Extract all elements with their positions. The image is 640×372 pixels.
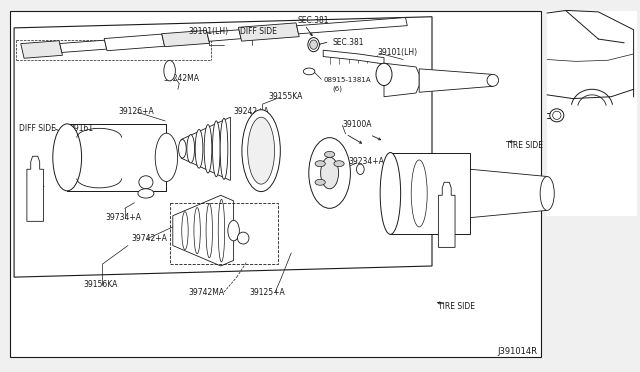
Polygon shape [104, 34, 164, 51]
Polygon shape [323, 50, 384, 64]
Text: DIFF SIDE: DIFF SIDE [19, 124, 56, 133]
Circle shape [315, 161, 325, 167]
Circle shape [315, 179, 325, 185]
Ellipse shape [308, 138, 351, 208]
Polygon shape [419, 69, 493, 92]
Polygon shape [14, 17, 432, 277]
Ellipse shape [164, 60, 175, 81]
Ellipse shape [242, 110, 280, 192]
Ellipse shape [220, 118, 228, 179]
Circle shape [303, 68, 315, 75]
Text: 39742+A: 39742+A [131, 234, 167, 243]
Text: 39101(LH): 39101(LH) [189, 27, 229, 36]
Text: SEC.381: SEC.381 [333, 38, 364, 47]
Polygon shape [60, 40, 107, 52]
Ellipse shape [380, 153, 401, 234]
Polygon shape [181, 117, 230, 180]
Ellipse shape [179, 140, 186, 158]
Text: 39242MA: 39242MA [163, 74, 199, 83]
Circle shape [324, 151, 335, 157]
Ellipse shape [156, 133, 178, 182]
Ellipse shape [212, 121, 220, 177]
Ellipse shape [187, 135, 195, 163]
Text: 39161: 39161 [69, 124, 93, 133]
Ellipse shape [412, 160, 428, 227]
Polygon shape [207, 30, 241, 41]
Polygon shape [162, 31, 209, 46]
Polygon shape [438, 182, 455, 247]
Ellipse shape [195, 129, 203, 168]
Text: TIRE SIDE: TIRE SIDE [438, 302, 476, 311]
Ellipse shape [550, 109, 564, 122]
Text: 08915-1381A: 08915-1381A [323, 77, 371, 83]
Polygon shape [547, 11, 637, 216]
Polygon shape [20, 41, 63, 58]
Polygon shape [384, 63, 419, 97]
Text: 39155KA: 39155KA [269, 92, 303, 101]
Text: 39734+A: 39734+A [106, 213, 141, 222]
Ellipse shape [53, 124, 82, 191]
Ellipse shape [553, 111, 561, 119]
Text: 39126+A: 39126+A [118, 107, 154, 116]
Circle shape [334, 161, 344, 167]
Ellipse shape [228, 220, 239, 241]
Text: (6): (6) [333, 85, 343, 92]
Bar [10, 11, 541, 357]
Ellipse shape [487, 74, 499, 86]
Polygon shape [390, 153, 470, 234]
Text: 39242+A: 39242+A [234, 107, 269, 116]
Polygon shape [67, 124, 166, 191]
Text: 39125+A: 39125+A [250, 288, 285, 296]
Text: 39742MA: 39742MA [189, 288, 225, 296]
Text: SEC.381: SEC.381 [298, 16, 329, 25]
Ellipse shape [204, 125, 212, 173]
Text: 39234+A: 39234+A [349, 157, 385, 166]
Ellipse shape [376, 63, 392, 86]
Ellipse shape [248, 117, 275, 184]
Ellipse shape [139, 176, 153, 189]
Polygon shape [27, 156, 44, 221]
Ellipse shape [356, 164, 364, 174]
Text: DIFF SIDE: DIFF SIDE [240, 27, 277, 36]
Ellipse shape [540, 177, 554, 211]
Ellipse shape [321, 157, 339, 189]
Polygon shape [173, 195, 234, 266]
Text: 39100A: 39100A [342, 120, 372, 129]
Ellipse shape [310, 40, 317, 49]
Text: 39101(LH): 39101(LH) [378, 48, 418, 57]
Ellipse shape [308, 38, 319, 52]
Polygon shape [470, 169, 547, 218]
Polygon shape [297, 17, 407, 34]
Ellipse shape [138, 189, 154, 198]
Text: M: M [307, 69, 312, 74]
Text: TIRE SIDE: TIRE SIDE [506, 141, 543, 150]
Polygon shape [239, 23, 299, 41]
Ellipse shape [237, 232, 249, 244]
Text: 39156KA: 39156KA [83, 280, 118, 289]
Text: J391014R: J391014R [498, 347, 538, 356]
